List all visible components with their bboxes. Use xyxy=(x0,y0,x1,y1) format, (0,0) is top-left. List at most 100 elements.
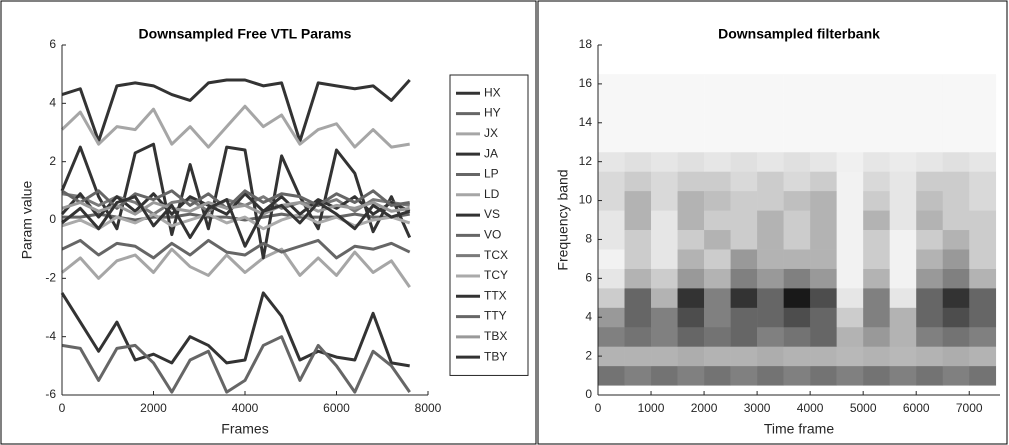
heat-cell xyxy=(757,365,784,386)
heat-cell xyxy=(757,326,784,347)
heat-cell xyxy=(757,268,784,289)
x-tick-label: 4000 xyxy=(797,401,824,415)
heat-cell xyxy=(942,113,970,133)
heat-cell xyxy=(810,190,837,211)
heat-cell xyxy=(598,288,625,308)
heat-cell xyxy=(677,151,705,172)
y-tick-label: 14 xyxy=(579,115,593,129)
heat-cell xyxy=(704,288,731,308)
heat-cell xyxy=(704,171,731,192)
heat-cell xyxy=(889,288,917,308)
heat-cell xyxy=(704,249,731,269)
x-axis-label: Time frame xyxy=(764,421,834,437)
heat-cell xyxy=(704,151,731,172)
heat-cell xyxy=(651,288,678,308)
legend-label: TTX xyxy=(484,288,507,302)
heat-cell xyxy=(916,93,944,114)
heat-cell xyxy=(836,229,864,250)
legend-label: LD xyxy=(484,187,500,201)
heat-cell xyxy=(916,249,944,269)
heat-cell xyxy=(942,93,970,114)
heat-cell xyxy=(836,113,864,133)
heat-cell xyxy=(677,171,705,192)
heat-cell xyxy=(730,326,758,347)
x-tick-label: 0 xyxy=(595,401,602,415)
heat-cell xyxy=(889,268,917,289)
x-tick-label: 4000 xyxy=(232,401,259,415)
y-tick-label: 4 xyxy=(49,96,56,110)
heat-cell xyxy=(598,190,625,211)
heat-cell xyxy=(969,113,997,133)
heat-cell xyxy=(916,326,944,347)
heat-cell xyxy=(863,288,890,308)
x-tick-label: 3000 xyxy=(744,401,771,415)
panel-frame xyxy=(537,0,1008,445)
heat-cell xyxy=(889,346,917,367)
heat-cell xyxy=(783,268,811,289)
heat-cell xyxy=(889,74,917,94)
y-tick-label: 18 xyxy=(579,37,593,51)
heat-cell xyxy=(889,132,917,153)
heat-cell xyxy=(783,171,811,192)
legend-label: TBX xyxy=(484,329,507,343)
series-line xyxy=(61,247,411,288)
heat-cell xyxy=(757,190,784,211)
heat-cell xyxy=(942,268,970,289)
heat-cell xyxy=(783,288,811,308)
heat-cell xyxy=(889,229,917,250)
heat-cell xyxy=(757,151,784,172)
heat-cell xyxy=(836,268,864,289)
y-tick-label: 4 xyxy=(585,309,592,323)
heat-cell xyxy=(836,326,864,347)
x-tick-label: 5000 xyxy=(850,401,877,415)
heat-cell xyxy=(810,171,837,192)
heat-cell xyxy=(863,190,890,211)
heat-cell xyxy=(704,190,731,211)
heat-cell xyxy=(624,268,652,289)
legend-label: TBY xyxy=(484,349,507,363)
heat-cell xyxy=(677,346,705,367)
heat-cell xyxy=(757,229,784,250)
heat-cell xyxy=(810,249,837,269)
heat-cell xyxy=(969,93,997,114)
heat-cell xyxy=(810,307,837,328)
y-tick-label: 0 xyxy=(585,387,592,401)
legend-label: JA xyxy=(484,146,498,160)
heat-cell xyxy=(624,93,652,114)
legend-label: VS xyxy=(484,207,500,221)
heat-cell xyxy=(863,210,890,231)
heat-cell xyxy=(916,132,944,153)
heat-cell xyxy=(677,229,705,250)
heat-cell xyxy=(730,93,758,114)
heat-cell xyxy=(810,229,837,250)
heat-cell xyxy=(916,229,944,250)
heat-cell xyxy=(730,210,758,231)
heat-cell xyxy=(598,365,625,386)
heat-cell xyxy=(969,288,997,308)
heat-cell xyxy=(810,74,837,94)
legend-label: VO xyxy=(484,228,501,242)
heat-cell xyxy=(598,346,625,367)
heat-cell xyxy=(916,365,944,386)
heat-cell xyxy=(969,171,997,192)
heat-cell xyxy=(704,210,731,231)
legend-box xyxy=(449,74,529,376)
heat-cell xyxy=(624,307,652,328)
heat-cell xyxy=(783,210,811,231)
legend-label: HX xyxy=(484,85,501,99)
heat-cell xyxy=(730,346,758,367)
heat-cell xyxy=(942,132,970,153)
heat-cell xyxy=(889,113,917,133)
x-tick-label: 1000 xyxy=(638,401,665,415)
y-tick-label: 2 xyxy=(49,154,56,168)
series-line xyxy=(60,104,410,149)
heat-cell xyxy=(810,326,837,347)
y-axis-label: Frequency band xyxy=(555,169,571,270)
heat-cell xyxy=(916,210,944,231)
y-tick-label: 10 xyxy=(579,193,593,207)
heat-cell xyxy=(704,132,731,153)
y-tick-label: -6 xyxy=(45,387,56,401)
heat-cell xyxy=(651,210,678,231)
heat-cell xyxy=(969,229,997,250)
heat-cell xyxy=(889,151,917,172)
